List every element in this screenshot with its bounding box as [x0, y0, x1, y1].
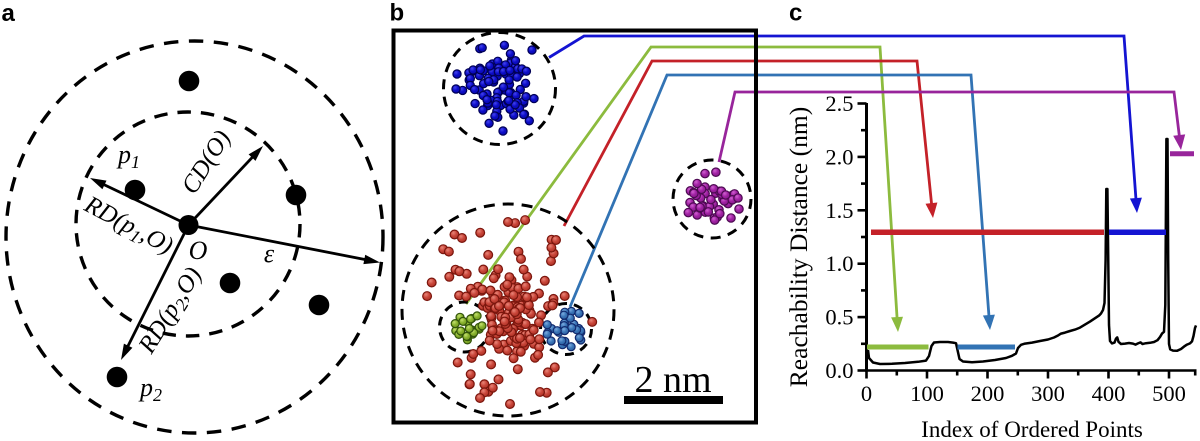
svg-text:O: O [189, 236, 208, 265]
svg-text:0.0: 0.0 [825, 358, 853, 383]
svg-text:2.0: 2.0 [825, 144, 853, 169]
svg-text:0.5: 0.5 [825, 305, 853, 330]
svg-text:400: 400 [1092, 381, 1126, 406]
svg-text:0: 0 [861, 381, 872, 406]
svg-text:2.5: 2.5 [825, 91, 853, 116]
svg-text:1.5: 1.5 [825, 198, 853, 223]
svg-text:200: 200 [971, 381, 1005, 406]
svg-text:300: 300 [1031, 381, 1065, 406]
svg-text:b: b [390, 0, 405, 27]
svg-text:2 nm: 2 nm [634, 359, 711, 401]
svg-text:100: 100 [910, 381, 944, 406]
svg-text:Reachability Distance (nm): Reachability Distance (nm) [784, 107, 813, 387]
svg-text:500: 500 [1152, 381, 1186, 406]
svg-text:Index of Ordered Points: Index of Ordered Points [921, 417, 1143, 441]
svg-text:c: c [789, 0, 802, 27]
svg-text:1.0: 1.0 [825, 251, 853, 276]
svg-text:a: a [2, 0, 16, 27]
svg-text:ε: ε [264, 239, 275, 268]
